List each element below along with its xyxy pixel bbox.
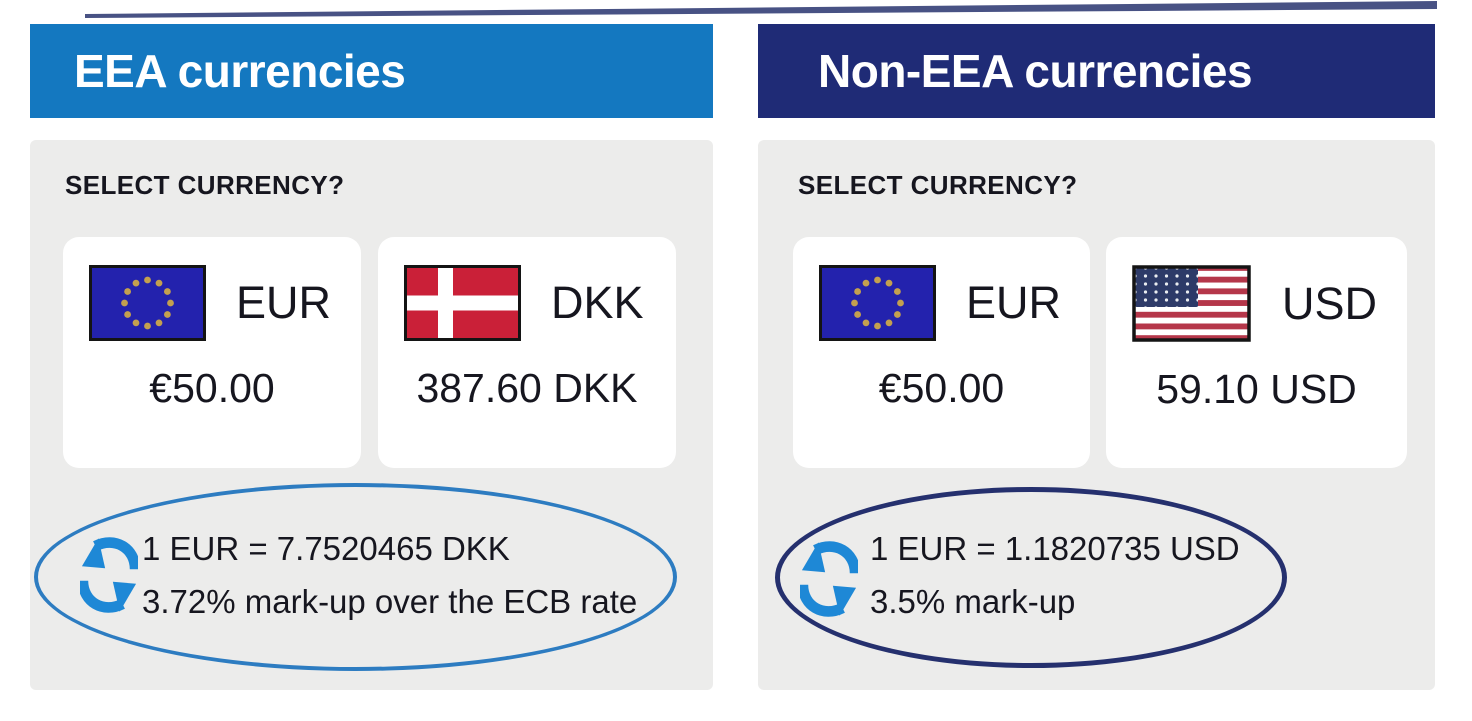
currency-card-header: DKK (378, 237, 676, 341)
markup-text: 3.5% mark-up (870, 583, 1076, 620)
eu-flag-icon (819, 265, 936, 341)
eea-header: EEA currencies (30, 24, 713, 118)
currency-code: DKK (551, 277, 644, 328)
denmark-flag-icon (404, 265, 521, 341)
non-eea-header-label: Non-EEA currencies (818, 45, 1253, 97)
select-currency-label: SELECT CURRENCY? (798, 170, 1078, 200)
currency-card-eur[interactable]: EUR €50.00 (793, 237, 1090, 468)
currency-code: EUR (966, 277, 1062, 328)
eu-flag-icon (89, 265, 206, 341)
top-rule (85, 1, 1437, 18)
currency-amount: €50.00 (878, 365, 1005, 411)
swap-currencies-icon[interactable] (800, 538, 858, 620)
currency-card-eur[interactable]: EUR €50.00 (63, 237, 361, 468)
currency-amount: €50.00 (149, 365, 275, 411)
currency-code: EUR (236, 277, 332, 328)
currency-code: USD (1282, 277, 1378, 329)
non-eea-panel: SELECT CURRENCY? EUR €50.0 (758, 140, 1435, 690)
swap-currencies-icon[interactable] (80, 534, 138, 616)
exchange-rate-text: 1 EUR = 7.7520465 DKK (142, 530, 510, 567)
non-eea-header: Non-EEA currencies (758, 24, 1435, 118)
rate-annotation-ellipse (34, 483, 677, 671)
currency-card-header: EUR (63, 237, 361, 341)
select-currency-label: SELECT CURRENCY? (65, 170, 345, 200)
currency-card-header: EUR (793, 237, 1090, 341)
currency-card-header: USD (1106, 237, 1407, 342)
currency-amount: 387.60 DKK (416, 365, 638, 411)
currency-amount: 59.10 USD (1156, 366, 1357, 412)
currency-card-dkk[interactable]: DKK 387.60 DKK (378, 237, 676, 468)
markup-text: 3.72% mark-up over the ECB rate (142, 583, 638, 620)
us-flag-icon (1132, 265, 1251, 342)
exchange-rate-text: 1 EUR = 1.1820735 USD (870, 530, 1240, 567)
rate-annotation-ellipse (775, 487, 1287, 668)
eea-header-label: EEA currencies (74, 45, 406, 97)
eea-panel: SELECT CURRENCY? EUR €50.0 (30, 140, 713, 690)
currency-card-usd[interactable]: USD 59.10 USD (1106, 237, 1407, 468)
